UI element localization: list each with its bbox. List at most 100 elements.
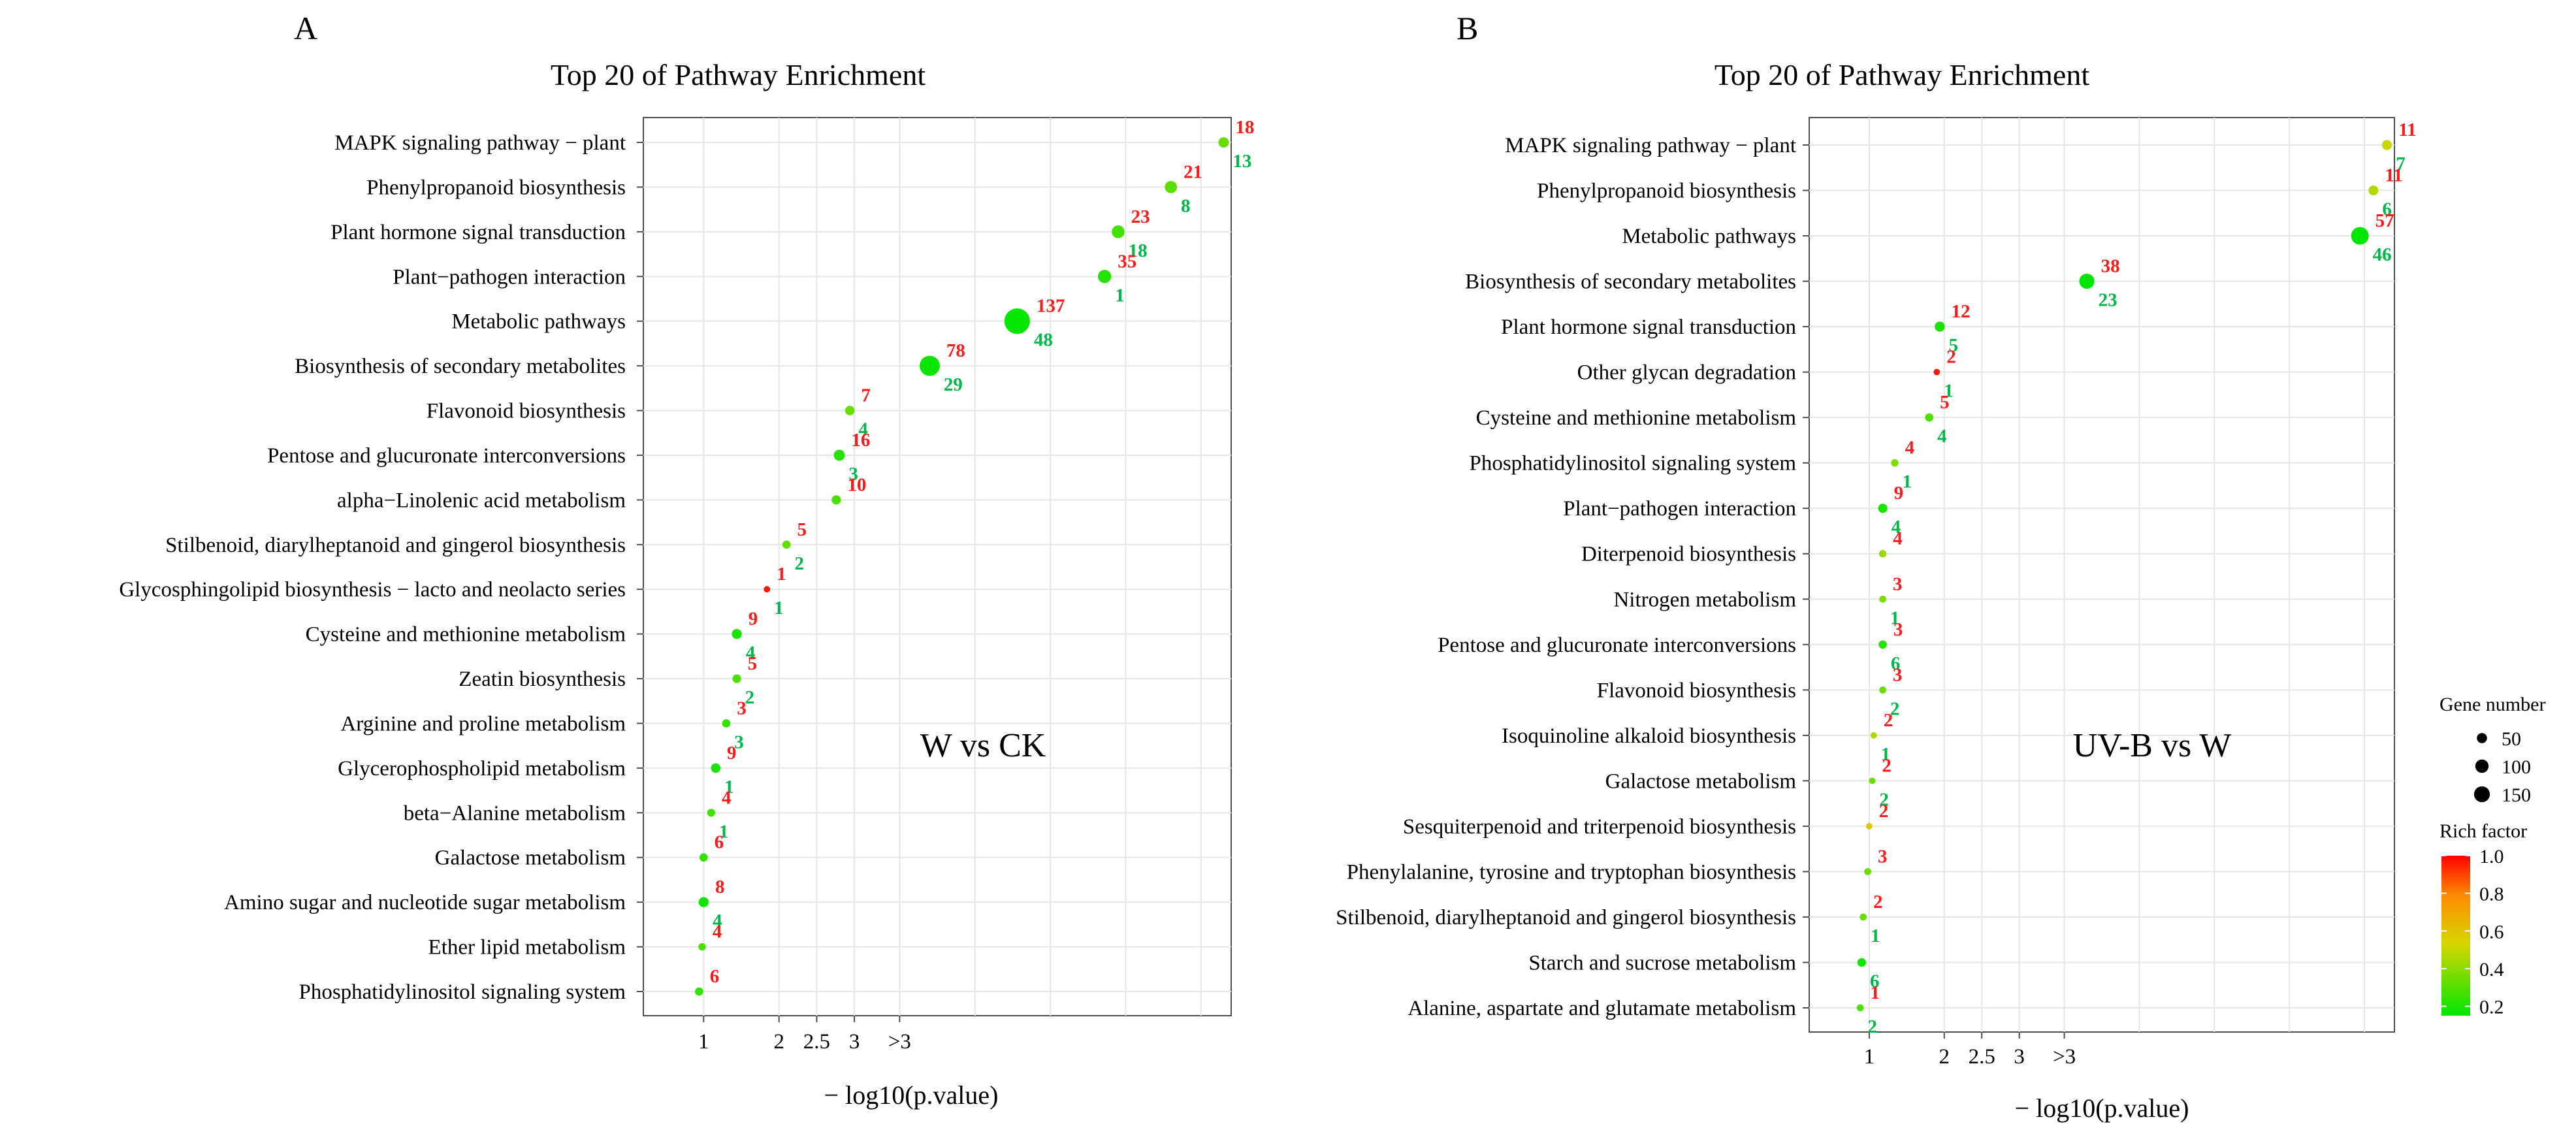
- y-category-label: Phenylpropanoid biosynthesis: [366, 176, 626, 199]
- y-category-label: Pentose and glucuronate interconversions: [1438, 634, 1796, 657]
- x-tick-label: 2: [1939, 1045, 1950, 1069]
- y-category-label: Glycosphingolipid biosynthesis − lacto a…: [119, 578, 626, 602]
- legend-size-dot: [2477, 733, 2487, 743]
- y-category-label: Alanine, aspartate and glutamate metabol…: [1408, 997, 1796, 1020]
- legend-size-label: 100: [2502, 756, 2531, 778]
- up-count-label: 3: [1893, 664, 1903, 685]
- up-count-label: 1: [777, 564, 786, 585]
- data-point: [1891, 459, 1899, 467]
- up-count-label: 6: [710, 966, 720, 987]
- legend-color-title: Rich factor: [2439, 820, 2527, 842]
- up-count-label: 1: [1870, 982, 1880, 1003]
- panel-letter: A: [294, 10, 317, 46]
- y-category-label: Biosynthesis of secondary metabolites: [1465, 270, 1796, 294]
- y-category-label: Other glycan degradation: [1577, 361, 1796, 385]
- up-count-label: 57: [2375, 210, 2394, 231]
- data-point: [1098, 270, 1112, 283]
- up-count-label: 7: [861, 385, 871, 406]
- up-count-label: 4: [722, 787, 732, 808]
- data-point: [2351, 227, 2369, 245]
- data-point: [782, 540, 791, 549]
- data-point: [1879, 686, 1886, 694]
- up-count-label: 11: [2385, 165, 2402, 186]
- comparison-label: UV-B vs W: [2073, 727, 2232, 764]
- up-count-label: 9: [749, 609, 758, 630]
- down-count-label: 1: [1944, 381, 1954, 402]
- data-point: [1864, 868, 1871, 875]
- x-axis-label: − log10(p.value): [824, 1080, 999, 1110]
- y-category-label: MAPK signaling pathway − plant: [1505, 134, 1796, 157]
- up-count-label: 3: [1878, 846, 1888, 867]
- data-point: [1218, 137, 1229, 148]
- down-count-label: 4: [1892, 517, 1901, 538]
- data-point: [2381, 140, 2392, 150]
- data-point: [2079, 274, 2095, 289]
- legend-color-label: 0.4: [2479, 959, 2504, 980]
- legend-color-bar: [2441, 856, 2470, 1016]
- y-category-label: Flavonoid biosynthesis: [1597, 679, 1796, 702]
- up-count-label: 3: [1893, 573, 1903, 594]
- y-category-label: Plant hormone signal transduction: [1501, 315, 1796, 339]
- y-category-label: Galactose metabolism: [1605, 769, 1797, 793]
- data-point: [1933, 368, 1940, 376]
- y-category-label: Arginine and proline metabolism: [340, 712, 626, 735]
- data-point: [1112, 225, 1125, 238]
- down-count-label: 2: [745, 687, 755, 708]
- data-point: [722, 719, 731, 728]
- plot-frame: [1809, 117, 2395, 1033]
- y-category-label: Cysteine and methionine metabolism: [306, 623, 626, 647]
- y-category-label: Stilbenoid, diarylheptanoid and gingerol…: [165, 534, 626, 557]
- data-point: [1860, 913, 1867, 921]
- x-tick-label: 2: [773, 1030, 784, 1054]
- y-category-label: Isoquinoline alkaloid biosynthesis: [1502, 724, 1796, 748]
- down-count-label: 6: [2382, 199, 2392, 220]
- legend-color-label: 0.8: [2479, 884, 2504, 905]
- x-tick-label: 3: [2014, 1045, 2025, 1069]
- up-count-label: 9: [727, 743, 737, 764]
- up-count-label: 4: [1905, 438, 1915, 459]
- data-point: [695, 987, 703, 996]
- down-count-label: 23: [2099, 290, 2117, 311]
- up-count-label: 137: [1037, 296, 1065, 317]
- up-count-label: 4: [713, 922, 722, 943]
- up-count-label: 21: [1183, 161, 1202, 182]
- data-point: [1925, 413, 1934, 422]
- up-count-label: 5: [1940, 392, 1950, 413]
- up-count-label: 3: [737, 698, 747, 718]
- up-count-label: 5: [797, 519, 807, 540]
- down-count-label: 1: [1903, 472, 1912, 492]
- up-count-label: 18: [1235, 117, 1254, 138]
- y-category-label: Diterpenoid biosynthesis: [1581, 543, 1796, 566]
- up-count-label: 2: [1946, 347, 1956, 368]
- data-point: [1856, 1004, 1864, 1012]
- data-point: [1935, 321, 1945, 332]
- down-count-label: 1: [774, 598, 784, 619]
- y-category-label: Phosphatidylinositol signaling system: [298, 980, 626, 1004]
- y-category-label: Nitrogen metabolism: [1613, 588, 1796, 611]
- up-count-label: 2: [1873, 892, 1883, 912]
- y-category-label: Amino sugar and nucleotide sugar metabol…: [224, 891, 626, 914]
- x-tick-label: >3: [2053, 1045, 2076, 1069]
- data-point: [920, 355, 940, 376]
- up-count-label: 38: [2101, 256, 2120, 277]
- down-count-label: 5: [1949, 335, 1959, 356]
- data-point: [764, 586, 771, 593]
- up-count-label: 2: [1879, 801, 1889, 822]
- down-count-label: 18: [1129, 240, 1148, 261]
- down-count-label: 1: [724, 777, 734, 798]
- legend-size-dot: [2473, 786, 2490, 803]
- x-tick-label: 1: [698, 1030, 709, 1054]
- panel-letter: B: [1457, 10, 1478, 46]
- legend-size-label: 150: [2502, 784, 2531, 806]
- data-point: [1869, 777, 1876, 784]
- y-category-label: Phenylpropanoid biosynthesis: [1537, 180, 1796, 203]
- up-count-label: 2: [1884, 710, 1893, 731]
- down-count-label: 4: [858, 419, 868, 440]
- data-point: [2368, 186, 2379, 196]
- up-count-label: 6: [715, 832, 724, 853]
- x-tick-label: >3: [888, 1030, 911, 1054]
- data-point: [1004, 308, 1030, 334]
- down-count-label: 3: [734, 732, 744, 752]
